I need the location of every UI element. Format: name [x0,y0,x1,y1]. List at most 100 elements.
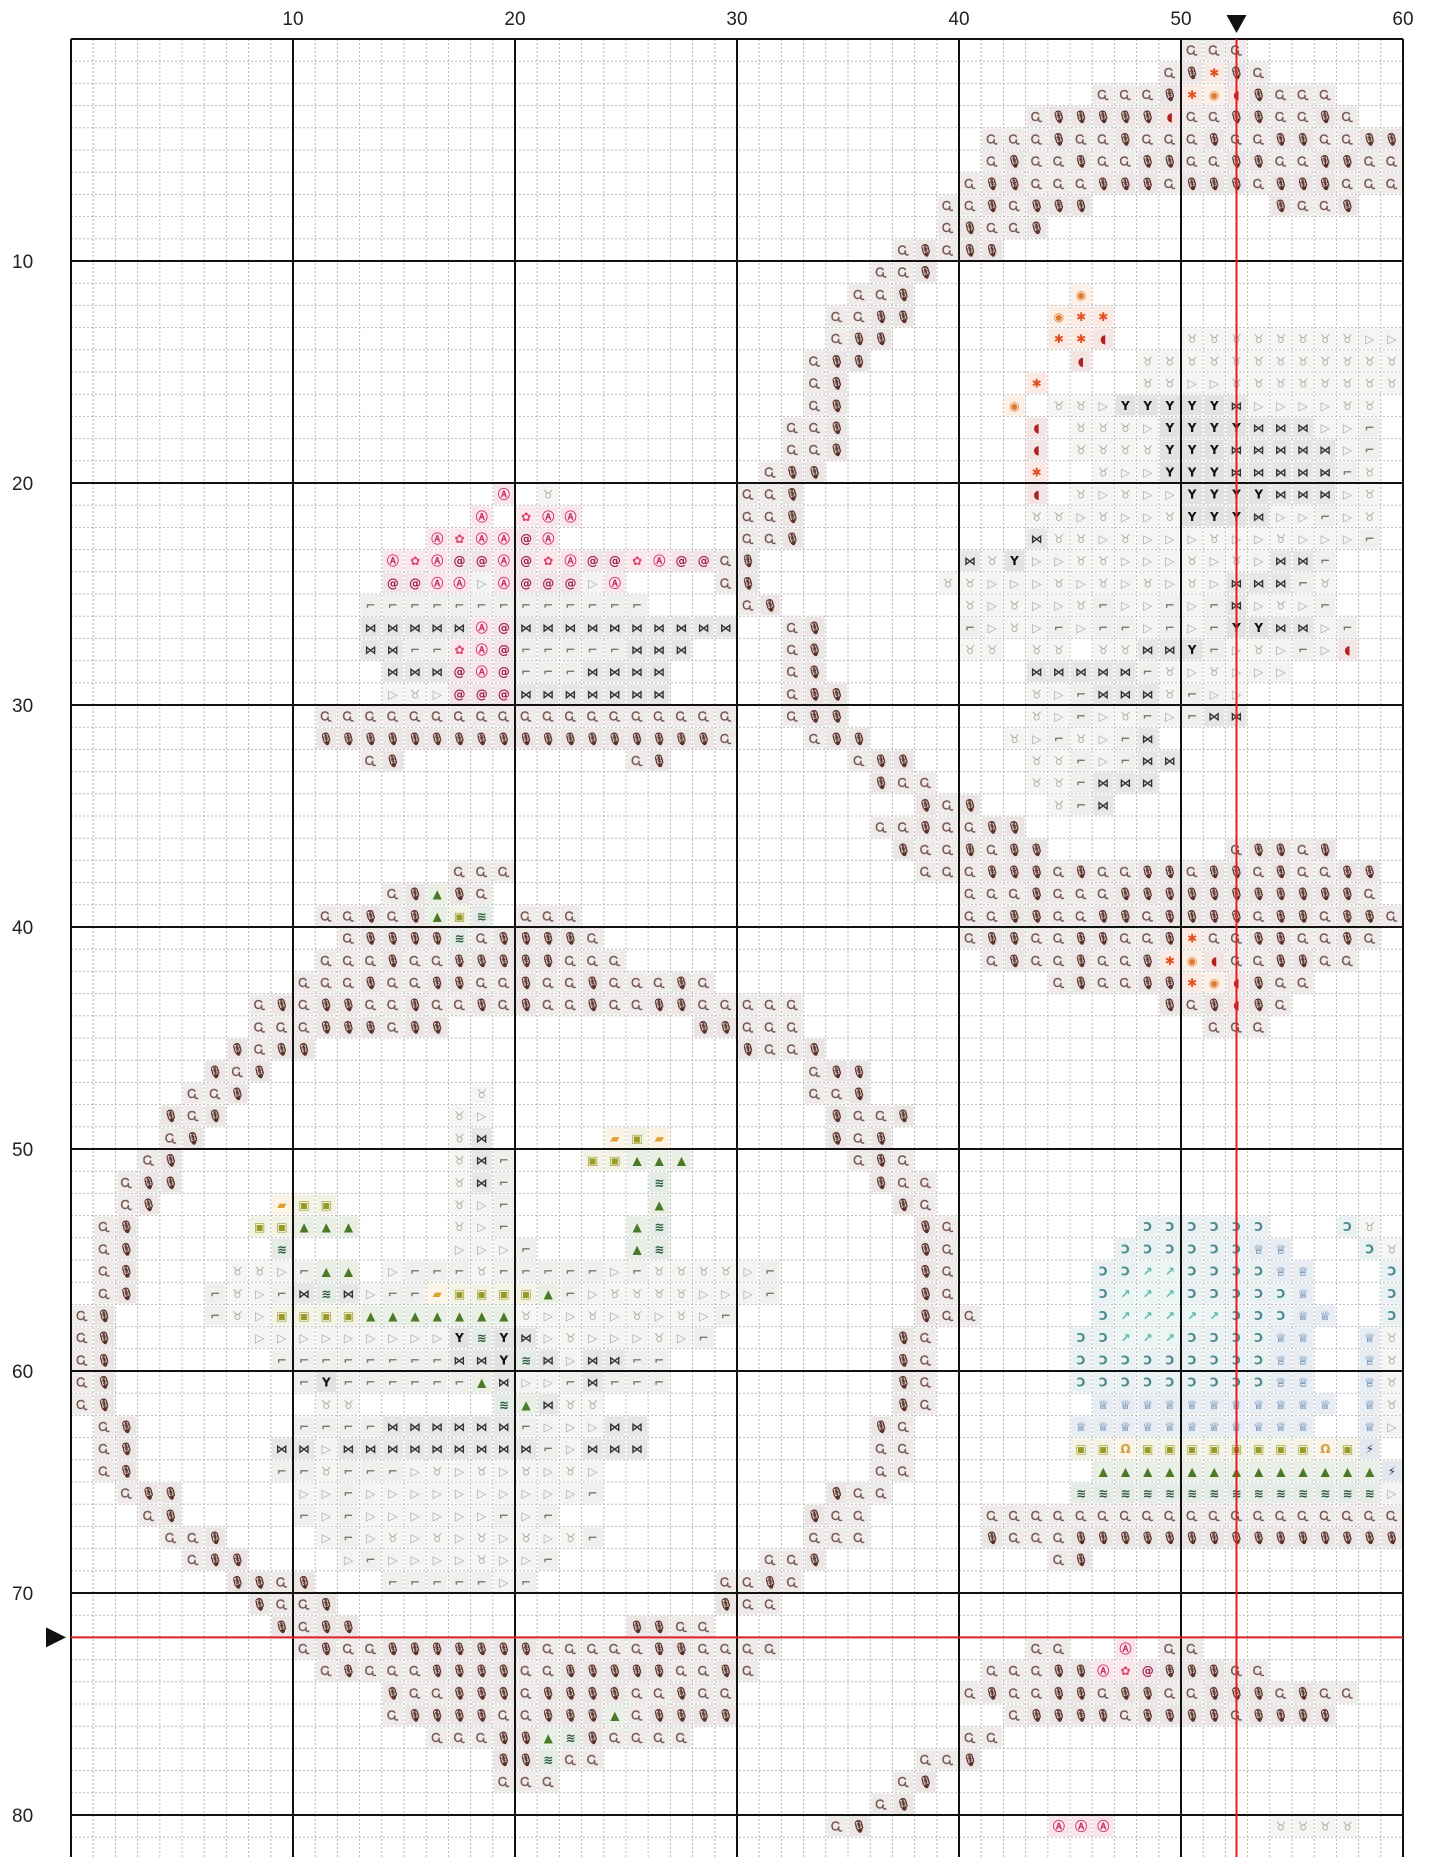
stitch-symbol: 🎙 [496,932,511,946]
stitch-symbol: Ꮹ [942,1265,954,1279]
stitch-cell [1359,395,1380,416]
stitch-symbol: Ꮹ [964,865,976,879]
stitch-symbol: ▣ [454,1287,465,1301]
stitch-symbol: Ꮹ [1053,865,1065,879]
stitch-symbol: 🎙 [518,932,533,946]
stitch-cell [1026,128,1047,149]
stitch-symbol: ♉ [1342,399,1353,413]
stitch-symbol: 🎙 [1051,199,1066,213]
stitch-symbol: ♉ [1098,421,1109,435]
stitch-symbol: ♉ [1342,354,1353,368]
stitch-symbol: 🎙 [985,1686,1000,1700]
stitch-symbol: ⋈ [631,687,643,701]
stitch-symbol: Ꮹ [1209,932,1221,946]
stitch-symbol: ▷ [588,1420,598,1434]
stitch-symbol: 🎙 [1118,887,1133,901]
stitch-symbol: Ꮹ [987,954,999,968]
stitch-symbol: 🎙 [141,1198,156,1212]
stitch-symbol: 🎙 [1273,887,1288,901]
stitch-symbol: ♉ [587,1398,598,1412]
stitch-symbol: 🎙 [918,1220,933,1234]
stitch-symbol: 🎙 [1295,132,1310,146]
stitch-symbol: ⌐ [610,599,620,613]
stitch-symbol: 🎙 [652,998,667,1012]
stitch-symbol: ⌐ [388,599,398,613]
stitch-symbol: ⋈ [587,1442,599,1456]
stitch-cell [1093,528,1114,549]
stitch-symbol: 🎙 [1251,976,1266,990]
stitch-symbol: Ꮹ [964,821,976,835]
stitch-symbol: @ [520,576,532,590]
stitch-cell [1248,484,1269,505]
stitch-symbol: Ꮹ [654,1686,666,1700]
stitch-symbol: ⋈ [1208,710,1220,724]
stitch-symbol: Ꮹ [1098,954,1110,968]
stitch-symbol: ♉ [1076,732,1087,746]
stitch-symbol: ▷ [1121,576,1131,590]
stitch-symbol: ≋ [1165,1487,1175,1501]
stitch-symbol: ⋈ [587,1353,599,1367]
stitch-symbol: ♉ [1364,354,1375,368]
stitch-cell [1248,84,1269,105]
stitch-symbol: Ꮹ [742,1575,754,1589]
stitch-cell [604,572,625,593]
stitch-cell [871,284,892,305]
stitch-symbol: 🎙 [1340,887,1355,901]
stitch-cell [760,595,781,616]
stitch-symbol: 🎙 [1118,1686,1133,1700]
stitch-symbol: ▷ [455,1553,465,1567]
stitch-symbol: Ꮹ [809,1065,821,1079]
stitch-symbol: Y [1209,399,1219,413]
stitch-symbol: ♉ [1076,554,1087,568]
stitch-symbol: 🎙 [874,1154,889,1168]
stitch-symbol: Ⓐ [1119,1641,1131,1656]
stitch-symbol: 🎙 [1273,932,1288,946]
stitch-symbol: 🎙 [585,1731,600,1745]
stitch-cell [1315,373,1336,394]
stitch-cell [1293,84,1314,105]
stitch-symbol: 🎙 [1273,1531,1288,1545]
stitch-cell [871,328,892,349]
stitch-symbol: ⋈ [387,665,399,679]
stitch-symbol: ♉ [654,1287,665,1301]
stitch-symbol: ♉ [1098,465,1109,479]
stitch-symbol: 🎙 [1340,865,1355,879]
stitch-symbol: ▷ [1321,621,1331,635]
stitch-symbol: ⌐ [410,1353,420,1367]
stitch-symbol: Ꮹ [1053,1509,1065,1523]
stitch-symbol: ⌐ [1143,665,1153,679]
stitch-cell [1182,639,1203,660]
stitch-cell [1248,373,1269,394]
stitch-cell [1159,151,1180,172]
stitch-symbol: Ꮹ [321,1664,333,1678]
stitch-symbol: 🎙 [474,1686,489,1700]
stitch-symbol: ♉ [1142,443,1153,457]
stitch-cell [1026,195,1047,216]
stitch-symbol: 🎙 [319,1020,334,1034]
stitch-symbol: ▷ [1010,576,1020,590]
stitch-cell [937,572,958,593]
stitch-cell [382,572,403,593]
stitch-cell [1270,128,1291,149]
stitch-symbol: ⋈ [476,1420,488,1434]
stitch-cell [738,572,759,593]
stitch-cell [493,528,514,549]
stitch-symbol: ♉ [965,599,976,613]
stitch-symbol: ⌐ [454,1575,464,1589]
stitch-symbol: ▷ [699,1309,709,1323]
stitch-symbol: 🎙 [1295,1686,1310,1700]
stitch-cell [1315,195,1336,216]
stitch-symbol: Ꮹ [1164,1509,1176,1523]
stitch-symbol: Ꮹ [387,710,399,724]
stitch-symbol: ♉ [676,1265,687,1279]
stitch-symbol: ⌐ [1209,643,1219,657]
stitch-symbol: ⌐ [410,643,420,657]
stitch-symbol: ⌐ [1365,421,1375,435]
stitch-cell [693,550,714,571]
stitch-symbol: 🎙 [674,1642,689,1656]
stitch-symbol: ♉ [1098,443,1109,457]
stitch-symbol: ♕ [1364,1398,1375,1412]
stitch-symbol: ⋈ [542,1353,554,1367]
stitch-symbol: 🎙 [1029,865,1044,879]
stitch-symbol: 🎙 [563,732,578,746]
